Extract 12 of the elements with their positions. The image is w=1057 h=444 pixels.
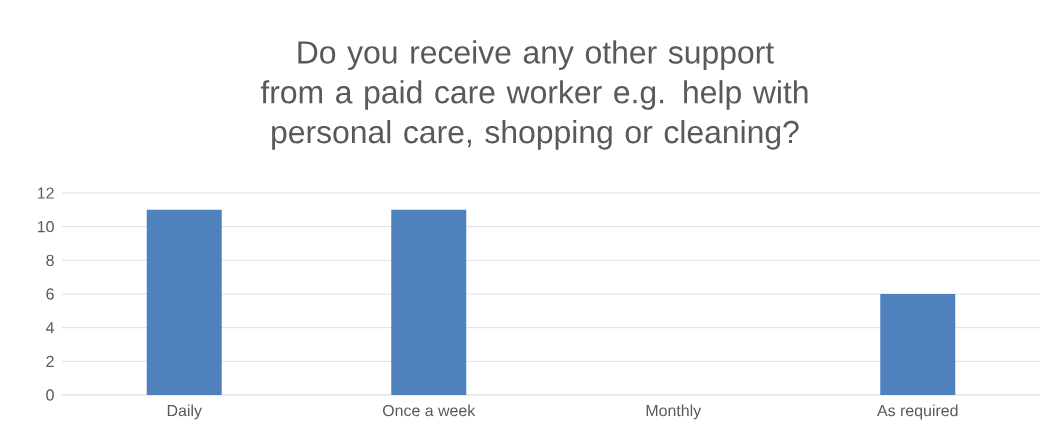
x-tick-label: Once a week — [382, 404, 476, 417]
y-tick-label: 0 — [46, 389, 54, 401]
y-tick-label: 4 — [45, 322, 55, 334]
y-tick-label: 2 — [46, 355, 54, 367]
y-tick-label: 6 — [46, 288, 54, 300]
x-tick-label: As required — [877, 404, 958, 420]
y-tick-label: 12 — [37, 187, 54, 199]
y-tick-label: 10 — [37, 221, 54, 233]
x-tick-label: Daily — [167, 404, 202, 420]
y-tick-label: 8 — [46, 254, 54, 266]
x-tick-label: Monthly — [646, 404, 702, 420]
chart-title: Do you receive any other support from a paid care worker e.g. help with personal care, shopping or cleaning? — [260, 40, 808, 150]
